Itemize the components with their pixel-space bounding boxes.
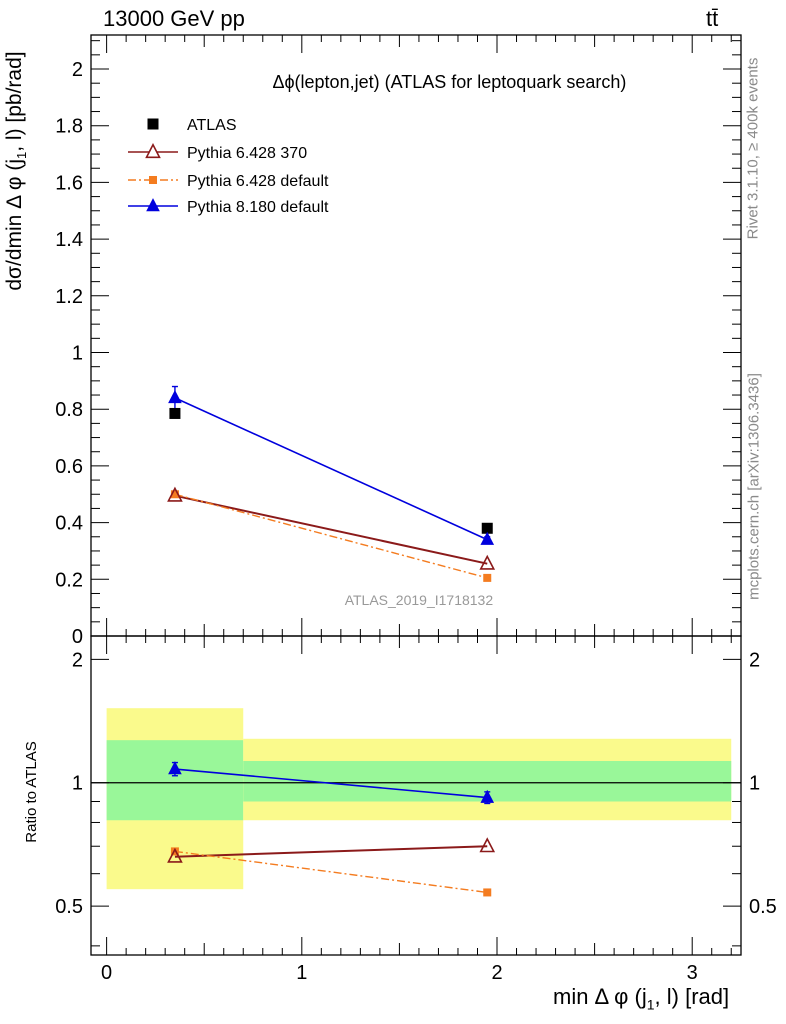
ratio-point-pythia6-370 <box>479 837 496 853</box>
series-line-pythia6-370 <box>174 494 488 565</box>
point-pythia6-default <box>483 573 492 582</box>
ratio-line-pythia6-370 <box>174 845 488 858</box>
main-y-tick-label: 0.8 <box>55 399 83 421</box>
ratio-point-pythia6-default <box>483 888 492 897</box>
point-pythia6-370 <box>167 486 183 502</box>
x-tick-label: 0 <box>101 962 112 984</box>
main-y-tick-label: 0.6 <box>55 456 83 478</box>
point-pythia8-default <box>480 531 495 545</box>
mcplots-label: mcplots.cern.ch [arXiv:1306.3436] <box>745 373 763 600</box>
ratio-y-tick-label: 1 <box>72 773 83 795</box>
main-y-tick-label: 1.8 <box>55 116 83 138</box>
main-y-tick-label: 1.4 <box>55 229 83 251</box>
main-y-tick-label: 0.2 <box>55 569 83 591</box>
point-pythia6-370 <box>479 554 496 570</box>
series-line-pythia6-default <box>174 493 488 579</box>
legend-label-pythia6-370: Pythia 6.428 370 <box>187 145 307 162</box>
x-tick-label: 3 <box>687 962 698 984</box>
legend-label-atlas: ATLAS <box>187 117 237 134</box>
main-y-tick-label: 2 <box>72 59 83 81</box>
process-label: tt̄ <box>706 6 719 31</box>
ratio-y-tick-label: 0.5 <box>55 896 83 918</box>
ratio-point-pythia8-default <box>480 789 495 803</box>
main-y-tick-label: 1 <box>72 343 83 365</box>
rivet-label: Rivet 3.1.10, ≥ 400k events <box>744 57 762 240</box>
main-y-axis-label: dσ/dmin Δ φ (j1, l) [pb/rad] <box>3 51 30 291</box>
ratio-point-pythia6-default <box>170 847 179 856</box>
main-y-tick-label: 1.2 <box>55 286 83 308</box>
ratio-plot-frame <box>90 635 742 956</box>
main-y-tick-label: 1.6 <box>55 172 83 194</box>
ratio-point-pythia6-370 <box>167 847 183 863</box>
main-y-tick-label: 0.4 <box>55 513 83 535</box>
legend-marker-pythia6-default <box>149 176 157 184</box>
ratio-y-axis-label: Ratio to ATLAS <box>23 741 40 843</box>
series-line-pythia8-default <box>174 397 488 541</box>
legend-marker-pythia6-370 <box>145 143 161 159</box>
x-tick-label: 1 <box>296 962 307 984</box>
ratio-band-inner-0 <box>106 740 244 821</box>
main-title: Δϕ(lepton,jet) (ATLAS for leptoquark sea… <box>272 72 626 92</box>
point-pythia6-default <box>170 490 179 499</box>
main-y-tick-label: 0 <box>72 626 83 648</box>
ratio-y-tick-label-right: 0.5 <box>749 896 777 918</box>
ratio-y-tick-label-right: 1 <box>749 773 760 795</box>
legend-marker-atlas <box>147 118 159 130</box>
ratio-y-tick-label-right: 2 <box>749 649 760 671</box>
point-atlas <box>481 522 493 534</box>
ratio-line-pythia8-default <box>174 768 488 799</box>
energy-label: 13000 GeV pp <box>103 6 245 31</box>
x-tick-label: 2 <box>491 962 502 984</box>
watermark-label: ATLAS_2019_I1718132 <box>345 592 494 608</box>
ratio-line-pythia6-default <box>174 850 488 894</box>
point-pythia8-default <box>168 389 182 404</box>
legend-marker-pythia8-default <box>146 198 160 212</box>
legend-label-pythia8-default: Pythia 8.180 default <box>187 199 329 216</box>
ratio-point-pythia8-default <box>168 761 182 775</box>
point-atlas <box>169 407 181 419</box>
x-axis-label: min Δ φ (j1, l) [rad] <box>553 984 730 1013</box>
ratio-y-tick-label: 2 <box>72 649 83 671</box>
legend-label-pythia6-default: Pythia 6.428 default <box>187 173 329 190</box>
